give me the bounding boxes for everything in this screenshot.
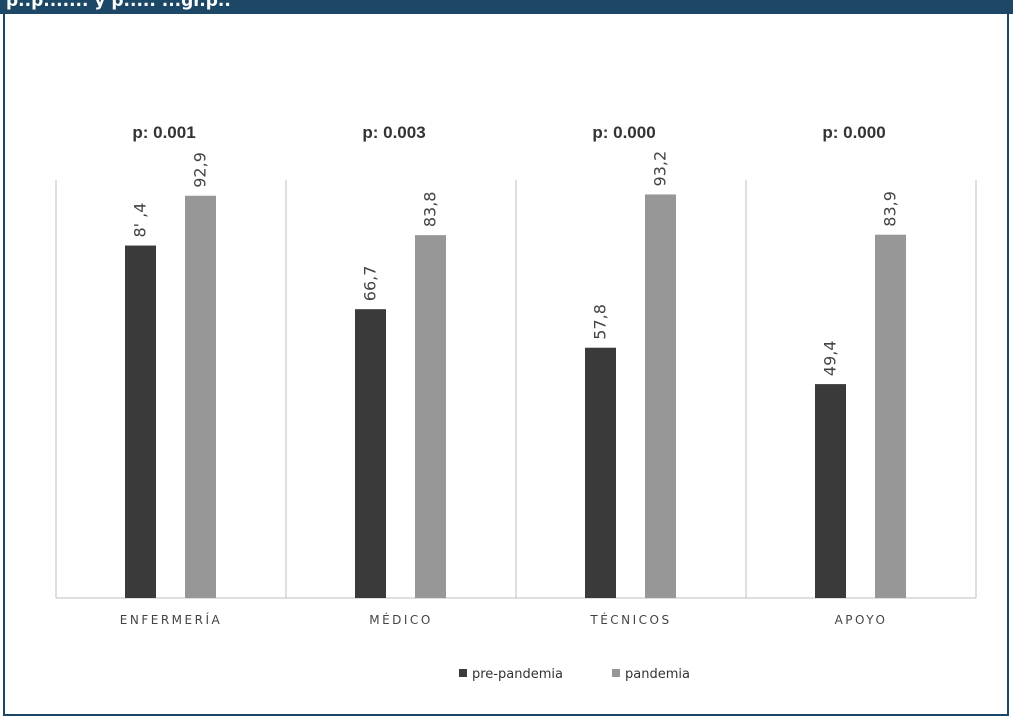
legend-swatch-0 xyxy=(459,669,467,677)
legend-swatch-1 xyxy=(612,669,620,677)
data-label-pre-pandemia-0: 8' ,4 xyxy=(131,203,150,238)
bar-pre-pandemia-0 xyxy=(125,245,156,598)
data-label-pandemia-2: 93,2 xyxy=(651,151,670,187)
bar-pre-pandemia-1 xyxy=(355,309,386,598)
bar-pre-pandemia-3 xyxy=(815,384,846,598)
header-band: p..p....... y p..... ...gr.p.. xyxy=(0,0,1013,14)
bar-pandemia-0 xyxy=(185,195,216,599)
p-value-label-0: p: 0.001 xyxy=(132,123,195,142)
category-label-1: MÉDICO xyxy=(369,612,433,627)
data-label-pre-pandemia-1: 66,7 xyxy=(361,266,380,302)
header-title-fragment: p..p....... y p..... ...gr.p.. xyxy=(6,0,231,11)
legend-label-1: pandemia xyxy=(625,667,690,682)
bar-pandemia-2 xyxy=(645,194,676,598)
data-label-pre-pandemia-2: 57,8 xyxy=(591,304,610,340)
data-label-pandemia-0: 92,9 xyxy=(191,152,210,188)
category-label-0: ENFERMERÍA xyxy=(120,612,222,627)
bar-pandemia-3 xyxy=(875,234,906,598)
chart-frame xyxy=(3,14,1009,716)
category-label-3: APOYO xyxy=(835,613,888,627)
p-value-label-2: p: 0.000 xyxy=(592,123,655,142)
data-label-pre-pandemia-3: 49,4 xyxy=(821,340,840,376)
bar-pre-pandemia-2 xyxy=(585,347,616,598)
p-value-label-1: p: 0.003 xyxy=(362,123,425,142)
p-value-label-3: p: 0.000 xyxy=(822,123,885,142)
category-label-2: TÉCNICOS xyxy=(589,612,671,627)
legend-label-0: pre-pandemia xyxy=(472,667,563,682)
data-label-pandemia-1: 83,8 xyxy=(421,192,440,228)
bar-pandemia-1 xyxy=(415,235,446,598)
data-label-pandemia-3: 83,9 xyxy=(881,191,900,227)
